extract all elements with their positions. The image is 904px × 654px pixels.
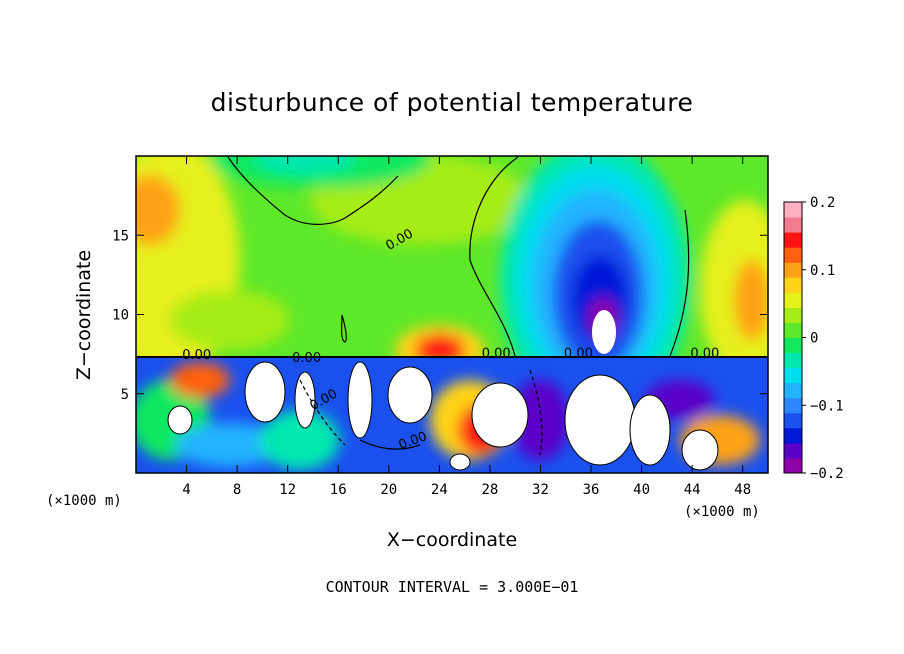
colorbar	[783, 201, 803, 474]
x-axis: 4 8 12 16 20 24 28 32 36 40 44 48	[182, 156, 751, 498]
colorbar-swatch	[784, 232, 802, 248]
colorbar-swatch	[784, 217, 802, 233]
contour-label: 0.00	[482, 346, 511, 361]
colorbar-swatch	[784, 367, 802, 384]
x-tick-label: 28	[481, 482, 498, 498]
contour-label: 0.00	[690, 346, 719, 361]
colorbar-tick-label: −0.1	[810, 398, 844, 414]
contour-lines	[227, 156, 690, 456]
colorbar-swatch	[784, 337, 802, 354]
colorbar-swatch	[784, 442, 802, 459]
x-tick-label: 40	[633, 482, 650, 498]
y-tick-label: 5	[121, 387, 129, 403]
x-unit-label: (×1000 m)	[684, 504, 760, 520]
contour-dashed-b	[529, 369, 543, 456]
colorbar-swatch	[784, 457, 802, 474]
colorbar-swatch	[784, 352, 802, 369]
y-tick-label: 10	[112, 308, 129, 324]
x-tick-label: 32	[532, 482, 549, 498]
colorbar-tick-label: 0	[810, 331, 818, 347]
y-tick-label: 15	[112, 228, 129, 244]
contour-interval-note: CONTOUR INTERVAL = 3.000E−01	[326, 578, 579, 596]
x-tick-label: 12	[279, 482, 296, 498]
colorbar-swatch	[784, 292, 802, 308]
x-tick-label: 20	[380, 482, 397, 498]
colorbar-swatch	[784, 277, 802, 293]
contour-label: 0.00	[564, 346, 593, 361]
z-unit-label: (×1000 m)	[46, 493, 122, 509]
y-axis: 5 10 15	[112, 228, 768, 403]
y-axis-label: Z−coordinate	[73, 250, 95, 380]
colorbar-tick-label: −0.2	[810, 466, 844, 482]
contour-zero-upper-left	[227, 156, 399, 225]
lower-white-cells	[167, 361, 719, 471]
chart-title: disturbunce of potential temperature	[211, 88, 694, 117]
contour-small-loop	[341, 314, 347, 343]
x-tick-label: 36	[583, 482, 600, 498]
colorbar-swatch	[784, 247, 802, 263]
x-axis-label: X−coordinate	[387, 529, 517, 551]
contour-zero-cold-left	[469, 156, 519, 357]
colorbar-swatch	[784, 382, 802, 399]
colorbar-swatch	[784, 412, 802, 429]
colorbar-swatch	[784, 202, 802, 218]
contour-lower-c	[359, 439, 421, 450]
x-tick-label: 44	[684, 482, 701, 498]
x-tick-label: 4	[182, 482, 190, 498]
x-tick-label: 24	[431, 482, 448, 498]
upper-field	[136, 156, 768, 420]
contour-dashed-a	[299, 379, 346, 446]
colorbar-ticks: 0.2 0.1 0 −0.1 −0.2	[802, 195, 844, 482]
colorbar-swatch	[784, 397, 802, 414]
cold-core-white	[592, 310, 616, 354]
plot-area	[136, 156, 768, 473]
colorbar-tick-label: 0.2	[810, 195, 835, 211]
x-tick-label: 16	[330, 482, 347, 498]
colorbar-swatch	[784, 262, 802, 278]
contour-label: 0.00	[182, 348, 211, 363]
x-tick-label: 48	[734, 482, 751, 498]
colorbar-swatch	[784, 307, 802, 323]
contour-label: 0.00	[292, 351, 321, 366]
colorbar-tick-label: 0.1	[810, 263, 835, 279]
colorbar-swatch	[784, 322, 802, 338]
colorbar-swatch	[784, 427, 802, 444]
x-tick-label: 8	[233, 482, 241, 498]
contour-zero-cold-right	[669, 209, 690, 357]
